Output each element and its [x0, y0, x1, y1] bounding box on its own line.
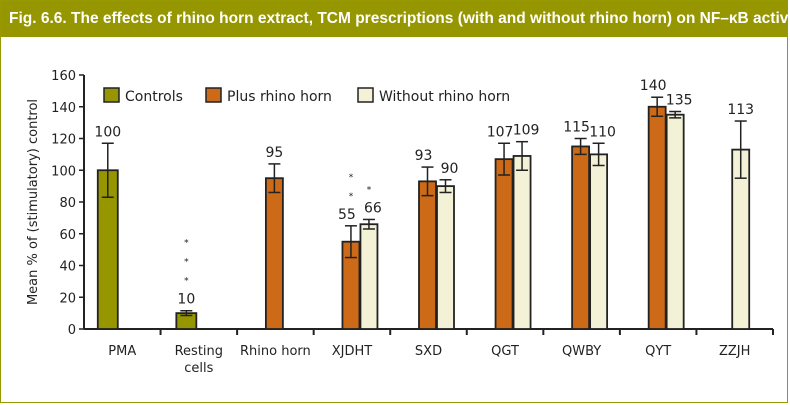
y-tick-label: 40: [59, 260, 76, 275]
significance-star: *: [184, 258, 189, 268]
x-tick-label: cells: [184, 361, 213, 376]
data-label: 90: [441, 161, 459, 177]
bar-without-rhino-horn: [436, 185, 455, 330]
y-tick-label: 60: [59, 228, 76, 243]
x-tick-label: XJDHT: [332, 344, 373, 359]
legend-swatch: [103, 87, 120, 103]
data-label: 109: [513, 123, 540, 139]
bar-plus-rhino-horn: [571, 145, 591, 330]
bar-without-rhino-horn: [665, 113, 685, 330]
bar-plus-rhino-horn: [494, 158, 514, 330]
data-label: 140: [640, 78, 667, 94]
data-label: 66: [364, 200, 382, 216]
y-tick-label: 100: [51, 164, 76, 179]
x-tick-label: Resting: [175, 344, 223, 359]
data-label: 93: [415, 148, 433, 164]
y-tick-label: 140: [51, 101, 76, 116]
x-tick-label: PMA: [108, 344, 136, 359]
significance-star: *: [184, 239, 189, 249]
legend-swatch: [205, 87, 222, 103]
y-tick-label: 0: [68, 323, 76, 338]
data-label: 100: [94, 124, 121, 140]
data-label: 115: [563, 120, 590, 136]
data-label: 10: [177, 292, 195, 308]
y-tick-label: 160: [51, 69, 76, 84]
bar-plus-rhino-horn: [647, 105, 667, 330]
x-tick-label: QYT: [645, 344, 671, 359]
bar-without-rhino-horn: [359, 223, 379, 330]
y-tick-label: 120: [51, 133, 76, 148]
x-tick-label: QGT: [491, 344, 519, 359]
data-label: 135: [666, 93, 693, 109]
significance-star: *: [367, 185, 372, 195]
data-label: 113: [727, 102, 754, 118]
x-tick-label: QWBY: [562, 344, 601, 359]
y-axis-label: Mean % of (stimulatory) control: [26, 99, 41, 305]
figure-title: Fig. 6.6. The effects of rhino horn extr…: [1, 1, 790, 37]
y-tick-label: 80: [59, 196, 76, 211]
bar-without-rhino-horn: [512, 155, 532, 330]
bar-plus-rhino-horn: [418, 180, 437, 330]
legend-label: Plus rhino horn: [227, 89, 332, 105]
legend-label: Without rhino horn: [379, 89, 510, 105]
y-tick-label: 20: [59, 291, 76, 306]
legend-swatch: [357, 87, 374, 103]
bar-plus-rhino-horn: [264, 177, 284, 330]
x-tick-label: ZZJH: [719, 344, 750, 359]
data-label: 55: [338, 207, 356, 223]
significance-star: *: [349, 192, 354, 202]
data-label: 110: [589, 124, 616, 140]
x-tick-label: Rhino horn: [240, 344, 311, 359]
significance-star: *: [349, 173, 354, 183]
data-label: 95: [265, 145, 283, 161]
legend-label: Controls: [125, 89, 183, 105]
bar-without-rhino-horn: [589, 153, 609, 330]
data-label: 107: [487, 124, 514, 140]
significance-star: *: [184, 277, 189, 287]
x-tick-label: SXD: [415, 344, 442, 359]
